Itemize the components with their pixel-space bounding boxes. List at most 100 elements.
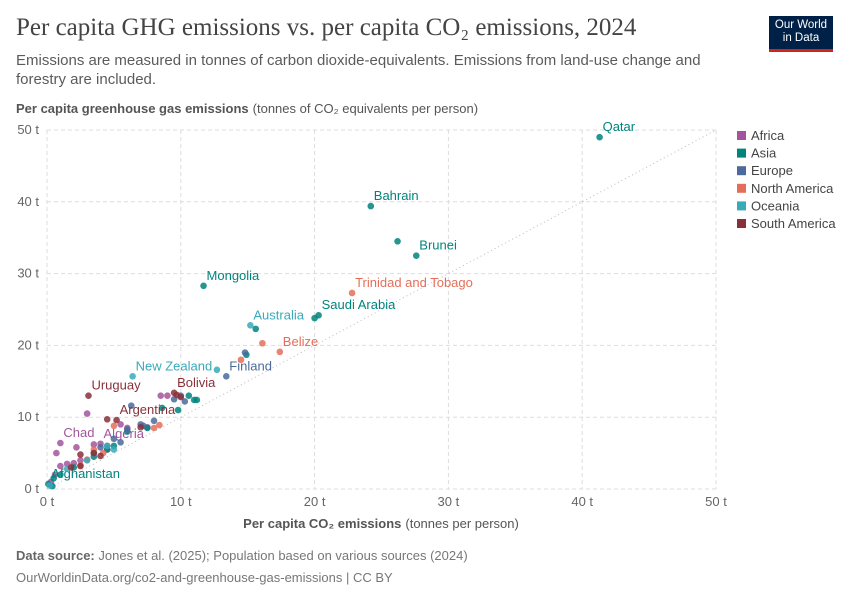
y-axis-units: (tonnes of CO₂ equivalents per person) [253, 101, 478, 116]
y-tick-label: 10 t [17, 409, 39, 424]
point [97, 452, 104, 460]
x-tick-label: 20 t [304, 494, 326, 509]
point [110, 446, 118, 453]
x-axis-title: Per capita CO₂ emissions (tonnes per pers… [243, 516, 519, 531]
point [103, 416, 111, 423]
source: Data source: Jones et al. (2025); Popula… [16, 548, 468, 563]
point [77, 456, 84, 464]
point [177, 393, 185, 401]
point [83, 410, 91, 417]
reference-line [46, 129, 717, 490]
point-label: Mongolia [207, 268, 261, 283]
point [73, 444, 80, 451]
point [110, 435, 118, 443]
y-tick-label: 30 t [17, 266, 39, 281]
point [394, 237, 401, 245]
point [85, 392, 92, 399]
point [46, 482, 53, 489]
point-label: Brunei [419, 238, 457, 253]
point [164, 392, 171, 399]
point [367, 202, 375, 210]
point [222, 372, 230, 380]
point [50, 474, 57, 482]
legend-label: Oceania [751, 198, 800, 213]
point [103, 442, 111, 450]
legend-label: Asia [751, 146, 777, 161]
point [150, 417, 158, 425]
point-label: Bolivia [177, 375, 216, 390]
point [190, 396, 198, 404]
point [129, 372, 136, 380]
point [276, 348, 284, 356]
point [174, 406, 182, 414]
url[interactable]: OurWorldinData.org/co2-and-greenhouse-ga… [16, 570, 393, 585]
x-tick-label: 40 t [571, 494, 593, 509]
point-label: Finland [229, 358, 272, 373]
point [311, 314, 318, 322]
point [67, 464, 75, 471]
point [90, 441, 98, 448]
point [150, 424, 158, 432]
point [247, 321, 254, 329]
legend-swatch [737, 131, 746, 140]
logo-line: in Data [782, 32, 820, 44]
point [127, 402, 135, 410]
point [200, 282, 207, 290]
point [158, 404, 166, 412]
point-label: Trinidad and Tobago [355, 275, 473, 290]
point [596, 133, 603, 141]
point-label: Argentina [120, 402, 176, 417]
point [123, 426, 131, 433]
point [181, 398, 189, 405]
x-axis-units: (tonnes per person) [405, 516, 518, 531]
logo-line: Our World [774, 19, 828, 31]
point [348, 289, 356, 297]
legend-label: North America [751, 181, 834, 196]
x-tick-label: 30 t [438, 494, 460, 509]
x-tick-label: 10 t [170, 494, 192, 509]
point [213, 366, 221, 374]
x-tick-label: 50 t [705, 494, 727, 509]
x-tick-label: 0 t [40, 494, 55, 509]
y-axis-label: Per capita greenhouse gas emissions [16, 101, 249, 116]
point [137, 423, 144, 431]
point-label: Belize [283, 334, 318, 349]
point-label: Bahrain [374, 188, 419, 203]
point [412, 252, 420, 259]
point-label: Qatar [603, 119, 636, 134]
legend-swatch [737, 148, 746, 158]
chart-subtitle: Emissions are measured in tonnes of carb… [16, 52, 701, 88]
point [90, 449, 98, 457]
y-tick-label: 20 t [17, 337, 39, 352]
point-label: Afghanistan [51, 466, 120, 481]
point [241, 349, 249, 356]
source-label: Data source: [16, 548, 95, 563]
point-label: Australia [253, 307, 304, 322]
point [185, 392, 193, 399]
logo[interactable]: Our World in Data [769, 16, 833, 52]
point [110, 422, 118, 430]
point [117, 421, 124, 428]
point [57, 439, 64, 447]
point [252, 325, 260, 333]
legend-swatch [737, 183, 746, 193]
x-axis-label: Per capita CO₂ emissions [243, 516, 401, 531]
legend-swatch [737, 166, 746, 176]
y-tick-label: 40 t [17, 194, 39, 209]
chart-title: Per capita GHG emissions vs. per capita … [16, 14, 637, 41]
point [117, 439, 124, 446]
y-axis-title: Per capita greenhouse gas emissions (tonn… [16, 101, 478, 116]
point-label: Saudi Arabia [322, 297, 396, 312]
legend-swatch [737, 201, 746, 211]
point-label: Chad [63, 425, 94, 440]
point [77, 462, 84, 470]
point [77, 451, 84, 458]
point-label: New Zealand [136, 358, 213, 373]
legend-label: Africa [751, 128, 785, 143]
point [83, 456, 91, 464]
point-label: Uruguay [91, 378, 141, 393]
legend-label: Europe [751, 163, 793, 178]
legend-label: South America [751, 216, 836, 231]
